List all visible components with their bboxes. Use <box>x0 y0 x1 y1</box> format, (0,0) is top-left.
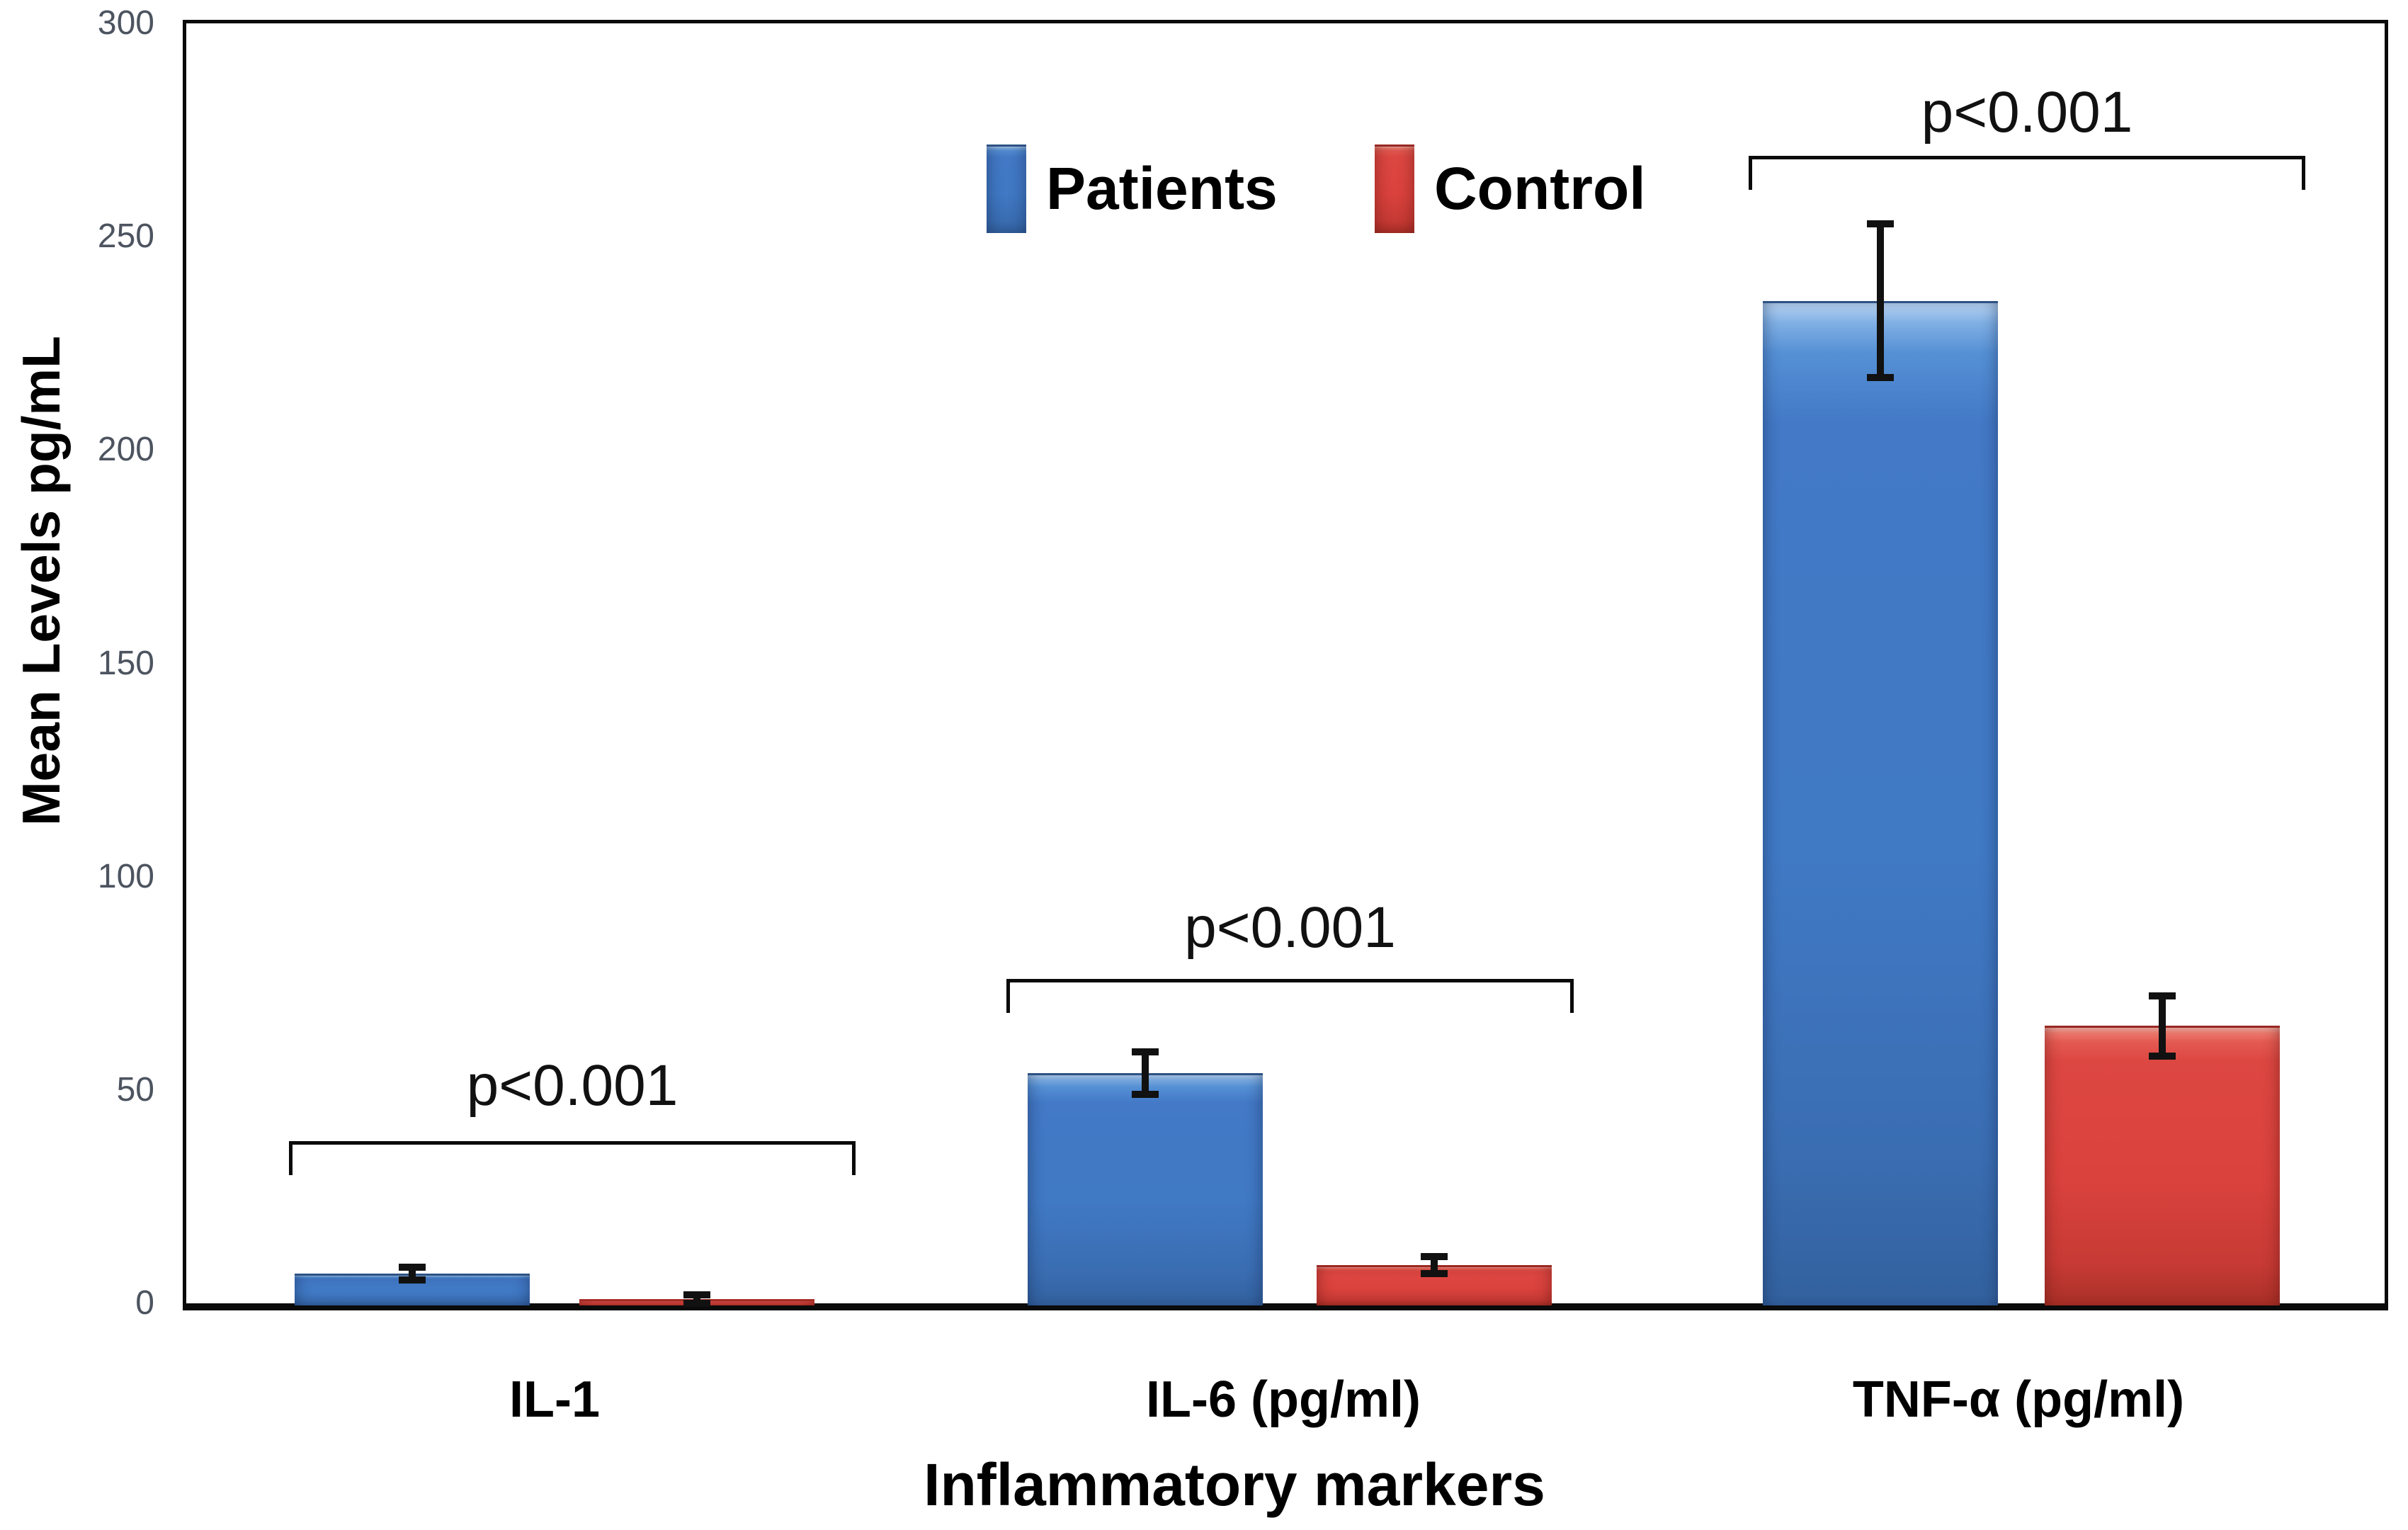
legend-label-patients: Patients <box>1046 155 1278 222</box>
bar-patients-group-1 <box>1028 1072 1263 1305</box>
error-bar-cap-top <box>1132 1048 1159 1055</box>
category-label: IL-6 (pg/ml) <box>1146 1371 1421 1428</box>
error-bar-cap-bottom <box>1867 373 1894 381</box>
y-tick-label: 300 <box>97 4 154 42</box>
category-label: TNF-α (pg/ml) <box>1852 1371 2185 1428</box>
significance-bracket <box>1749 155 2305 190</box>
error-bar-stem <box>409 1266 416 1280</box>
plot-area <box>183 20 2388 1310</box>
error-bar-cap-top <box>2149 992 2176 1000</box>
bar-control-group-2 <box>2045 1026 2280 1305</box>
y-tick-label: 50 <box>116 1070 154 1109</box>
y-tick-label: 200 <box>97 431 154 469</box>
error-bar-cap-bottom <box>2149 1052 2176 1060</box>
error-bar-stem <box>1877 224 1884 378</box>
error-bar-cap-top <box>683 1291 710 1298</box>
error-bar-stem <box>2159 996 2166 1056</box>
significance-bracket <box>289 1141 856 1176</box>
x-axis-title: Inflammatory markers <box>924 1451 1545 1518</box>
y-axis-title: Mean Levels pg/mL <box>11 336 71 826</box>
error-bar-cap-bottom <box>399 1276 426 1284</box>
error-bar-stem <box>1142 1051 1149 1094</box>
error-bar-cap-top <box>399 1263 426 1271</box>
y-tick-label: 150 <box>97 644 154 682</box>
y-tick-label: 250 <box>97 217 154 256</box>
error-bar-cap-bottom <box>1132 1090 1159 1098</box>
error-bar-cap-top <box>1867 220 1894 228</box>
significance-label: p<0.001 <box>1921 80 2133 145</box>
significance-label: p<0.001 <box>1184 895 1396 960</box>
error-bar-stem <box>693 1294 700 1303</box>
legend-swatch-patients <box>987 144 1026 233</box>
error-bar-cap-top <box>1421 1252 1448 1260</box>
category-label: IL-1 <box>509 1371 601 1428</box>
y-tick-label: 100 <box>97 857 154 895</box>
error-bar-cap-bottom <box>683 1300 710 1307</box>
y-tick-label: 0 <box>135 1284 154 1322</box>
significance-label: p<0.001 <box>466 1053 678 1118</box>
legend-swatch-control <box>1375 144 1414 233</box>
error-bar-stem <box>1431 1256 1438 1274</box>
significance-bracket <box>1006 979 1574 1014</box>
legend-label-control: Control <box>1434 155 1646 222</box>
bar-patients-group-2 <box>1763 300 1998 1305</box>
error-bar-cap-bottom <box>1421 1269 1448 1277</box>
